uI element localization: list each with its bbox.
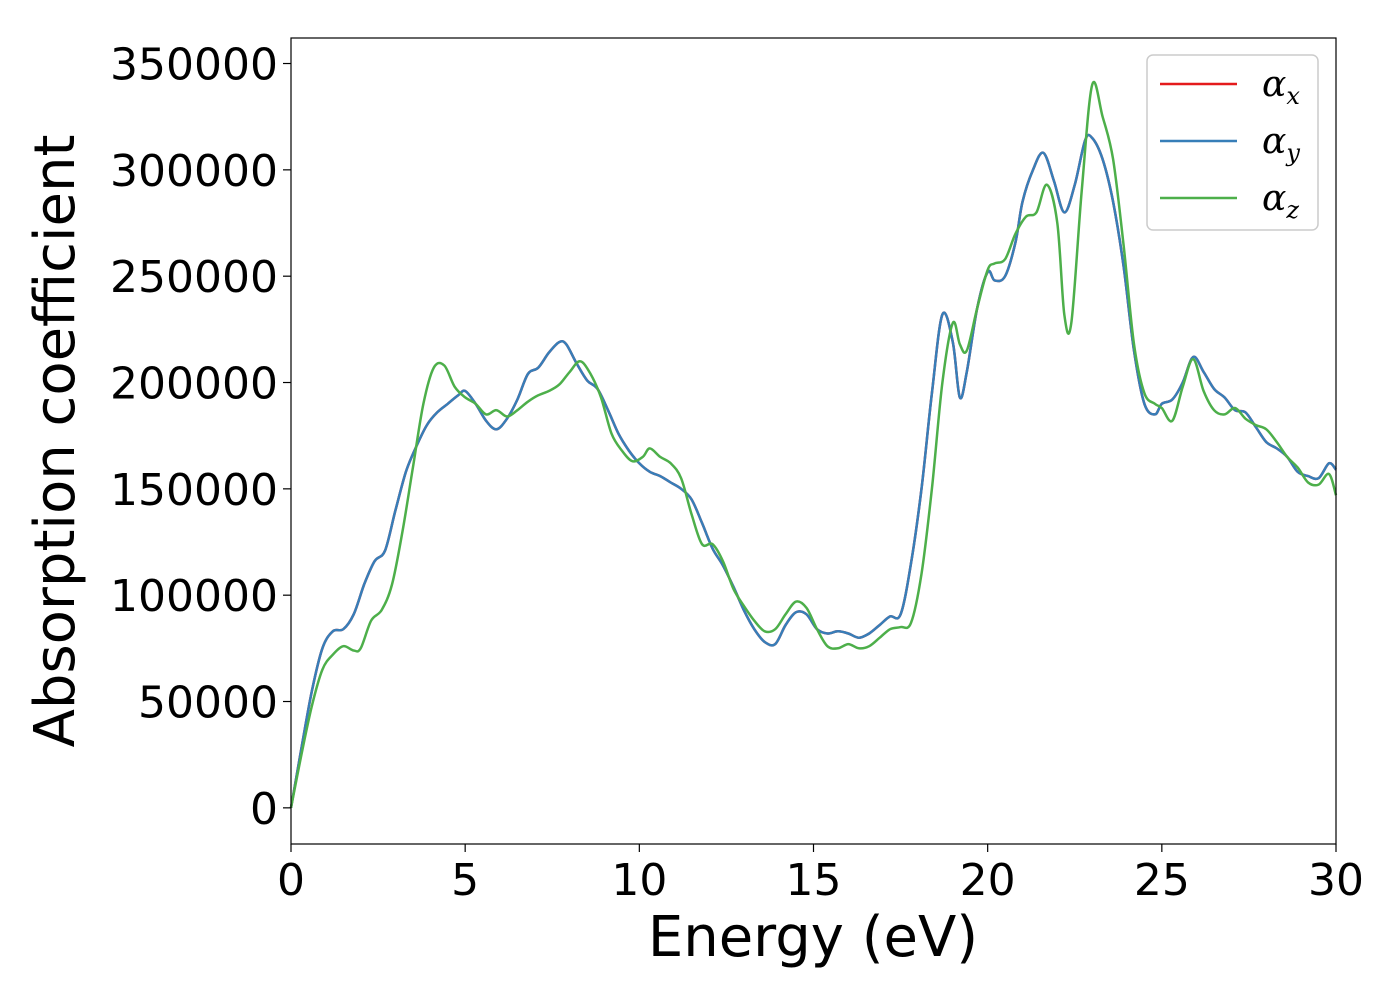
y-tick-label: 100000 [110, 571, 278, 622]
x-tick-label: 30 [1308, 855, 1364, 906]
y-tick-label: 350000 [110, 40, 278, 91]
x-tick-label: 10 [611, 855, 667, 906]
x-tick-label: 15 [786, 855, 842, 906]
y-axis-title: Absorption coefficient [23, 135, 88, 748]
plot-lines [289, 80, 1338, 809]
x-tick-label: 20 [960, 855, 1016, 906]
y-tick-label: 0 [250, 784, 278, 835]
y-tick-label: 200000 [110, 359, 278, 410]
y-tick-label: 50000 [138, 678, 278, 729]
y-tick-label: 250000 [110, 252, 278, 303]
x-tick-label: 25 [1134, 855, 1190, 906]
x-axis-title: Energy (eV) [648, 905, 978, 970]
series-line-alpha-y [289, 133, 1337, 809]
x-axis-ticks: 0 5 10 15 20 25 30 [277, 844, 1364, 906]
x-tick-label: 0 [277, 855, 305, 906]
legend-box [1146, 54, 1319, 231]
y-tick-label: 150000 [110, 465, 278, 516]
x-tick-label: 5 [451, 855, 479, 906]
series-line-alpha-z [289, 80, 1338, 809]
y-axis-ticks: 0 50000 100000 150000 200000 250000 300000 3500… [110, 40, 291, 835]
series-line-alpha-x [289, 133, 1337, 809]
y-tick-label: 300000 [110, 146, 278, 197]
